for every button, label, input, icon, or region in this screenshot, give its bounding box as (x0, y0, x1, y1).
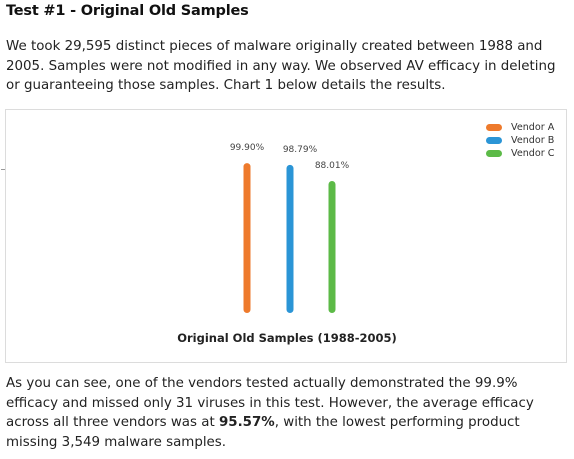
legend-item-vendor-b: Vendor B (486, 134, 554, 147)
legend-item-vendor-c: Vendor C (486, 147, 554, 160)
average-efficacy-highlight: 95.57% (218, 415, 275, 430)
legend-swatch (486, 124, 502, 131)
data-label-vendor-a: 99.90% (230, 143, 265, 153)
legend-label: Vendor C (511, 148, 555, 159)
stray-tick-mark (1, 169, 5, 170)
chart-legend: Vendor A Vendor B Vendor C (486, 121, 554, 160)
chart-title: Original Old Samples (1988-2005) (177, 331, 397, 345)
bar-vendor-c (328, 180, 336, 313)
chart-container: 99.90% 98.79% 88.01% Original Old Samples (… (5, 109, 567, 363)
legend-swatch (486, 137, 502, 144)
conclusion-text-1: As you can see, one of the vendors teste… (6, 376, 534, 430)
intro-paragraph: We took 29,595 distinct pieces of malwar… (6, 39, 556, 93)
legend-label: Vendor A (511, 122, 555, 133)
bar-vendor-a (243, 163, 251, 313)
data-label-vendor-c: 88.01% (315, 161, 350, 171)
section-heading: Test #1 - Original Old Samples (6, 3, 249, 19)
bar-vendor-b (286, 164, 294, 313)
bar-chart: 99.90% 98.79% 88.01% Original Old Samples (… (177, 143, 397, 345)
data-label-vendor-b: 98.79% (283, 145, 318, 155)
legend-item-vendor-a: Vendor A (486, 121, 554, 134)
conclusion-paragraph: As you can see, one of the vendors teste… (6, 374, 568, 452)
legend-label: Vendor B (511, 135, 555, 146)
conclusion-text-2: , with the lowest performing product mis… (6, 415, 520, 450)
legend-swatch (486, 150, 502, 157)
